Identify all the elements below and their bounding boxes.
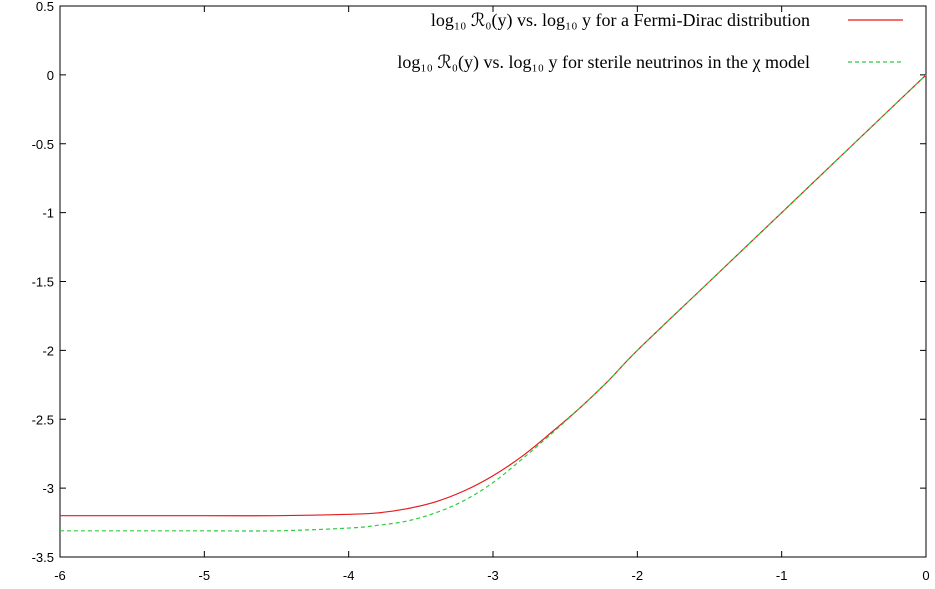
series-layer <box>59 74 927 532</box>
legend-label-1: log₁₀ ℛ₀(y) vs. log₁₀ y for sterile neut… <box>397 52 810 73</box>
y-tick-label: -3 <box>42 481 54 496</box>
x-axis: -6 -5 -4 -3 -2 -1 0 <box>54 6 930 583</box>
plot-frame <box>59 5 927 558</box>
y-axis: 0.5 0 -0.5 -1 -1.5 -2 -2.5 -3 -3.5 <box>32 0 926 565</box>
y-tick-label: 0.5 <box>36 0 54 14</box>
x-tick-label: -1 <box>776 568 788 583</box>
x-tick-label: -3 <box>487 568 499 583</box>
x-tick-label: -5 <box>199 568 211 583</box>
series-line-1 <box>60 74 927 532</box>
x-tick-label: -6 <box>54 568 66 583</box>
x-tick-label: -2 <box>632 568 644 583</box>
y-tick-label: -1.5 <box>32 275 54 290</box>
y-tick-label: -1 <box>42 206 54 221</box>
series-line-0 <box>59 74 927 517</box>
y-tick-label: 0 <box>47 68 54 83</box>
y-tick-label: -3.5 <box>32 550 54 565</box>
legend-label-0: log₁₀ ℛ₀(y) vs. log₁₀ y for a Fermi-Dira… <box>431 10 810 31</box>
y-tick-label: -0.5 <box>32 137 54 152</box>
x-tick-label: 0 <box>922 568 929 583</box>
x-tick-label: -4 <box>343 568 355 583</box>
y-tick-label: -2 <box>42 343 54 358</box>
legend: log₁₀ ℛ₀(y) vs. log₁₀ y for a Fermi-Dira… <box>397 10 903 73</box>
y-tick-label: -2.5 <box>32 412 54 427</box>
